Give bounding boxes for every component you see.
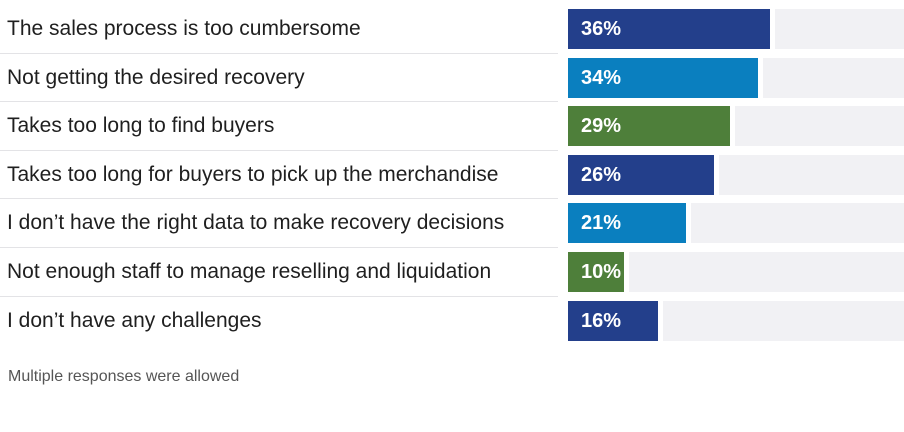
bar-value-label: 26% bbox=[581, 163, 622, 186]
bar-value-label: 10% bbox=[581, 260, 622, 283]
bar-row: Takes too long for buyers to pick up the… bbox=[0, 151, 904, 200]
bar-gap bbox=[730, 106, 735, 147]
bar: 16% bbox=[568, 300, 658, 341]
category-label: Takes too long for buyers to pick up the… bbox=[7, 162, 499, 186]
row-divider bbox=[0, 246, 558, 248]
bar-row: Not getting the desired recovery 34% bbox=[0, 54, 904, 103]
bar-gap bbox=[770, 9, 775, 49]
bar-value-label: 16% bbox=[581, 309, 622, 332]
bar-value-label: 36% bbox=[581, 18, 622, 40]
row-divider bbox=[0, 295, 558, 297]
bar-gap bbox=[624, 251, 629, 292]
bar: 34% bbox=[568, 57, 758, 98]
bar-row: Takes too long to find buyers 29% bbox=[0, 102, 904, 151]
row-divider bbox=[0, 101, 558, 103]
bar-row: I don’t have any challenges 16% bbox=[0, 297, 904, 346]
bar: 36% bbox=[568, 9, 770, 49]
bar: 26% bbox=[568, 154, 714, 195]
bar-gap bbox=[686, 203, 691, 244]
bar: 21% bbox=[568, 203, 686, 244]
bar: 29% bbox=[568, 106, 730, 147]
bar-gap bbox=[758, 57, 763, 98]
category-label: I don’t have any challenges bbox=[7, 308, 262, 332]
category-label: Takes too long to find buyers bbox=[7, 114, 275, 138]
footnote: Multiple responses were allowed bbox=[8, 368, 240, 385]
bar-gap bbox=[714, 154, 719, 195]
bar-value-label: 34% bbox=[581, 66, 622, 89]
category-label: The sales process is too cumbersome bbox=[7, 17, 361, 40]
row-divider bbox=[0, 149, 558, 151]
category-label: Not enough staff to manage reselling and… bbox=[7, 259, 492, 283]
row-divider bbox=[0, 198, 558, 200]
bar-gap bbox=[658, 300, 663, 341]
bar: 10% bbox=[568, 251, 624, 292]
category-label: I don’t have the right data to make reco… bbox=[7, 211, 505, 235]
bar-row: Not enough staff to manage reselling and… bbox=[0, 248, 904, 297]
row-divider bbox=[0, 52, 558, 54]
bar-chart: The sales process is too cumbersome 36% No… bbox=[0, 5, 904, 345]
bar-value-label: 29% bbox=[581, 115, 622, 138]
bar-row: The sales process is too cumbersome 36% bbox=[0, 5, 904, 54]
bar-value-label: 21% bbox=[581, 212, 622, 235]
category-label: Not getting the desired recovery bbox=[7, 65, 305, 89]
bar-row: I don’t have the right data to make reco… bbox=[0, 199, 904, 248]
